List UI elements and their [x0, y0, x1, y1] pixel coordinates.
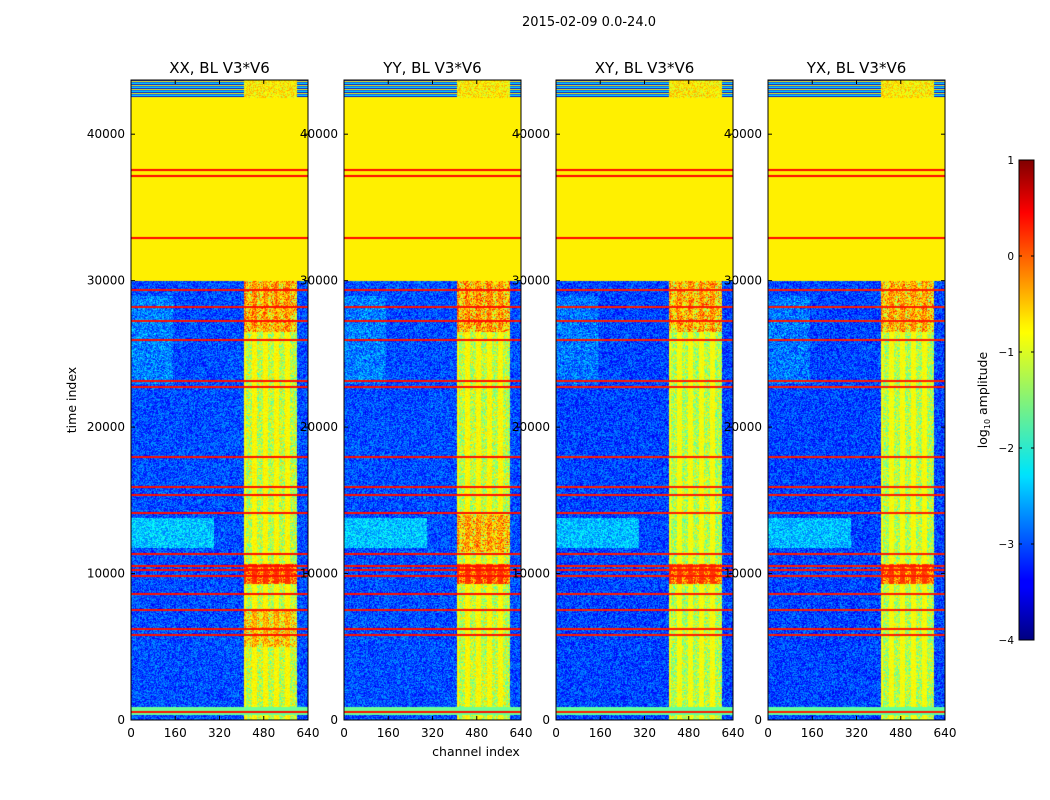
x-tick-label: 480 [252, 726, 275, 740]
panel-title-yx: YX, BL V3*V6 [806, 59, 907, 77]
y-tick-label: 0 [117, 713, 125, 727]
x-tick-label: 320 [421, 726, 444, 740]
y-tick-label: 30000 [512, 274, 550, 288]
colorbar-tick-label: 1 [1007, 155, 1014, 167]
figure-suptitle: 2015-02-09 0.0-24.0 [522, 15, 656, 30]
colorbar-ticks: 1 0 −1 −2 −3 −4 [999, 155, 1034, 647]
colorbar-label-main: log [975, 429, 990, 448]
panel-title-xx: XX, BL V3*V6 [169, 59, 270, 77]
colorbar-tick-label: 0 [1007, 251, 1014, 263]
x-tick-label: 0 [340, 726, 348, 740]
panel-title-yy: YY, BL V3*V6 [382, 59, 481, 77]
y-tick-label: 40000 [724, 127, 762, 141]
x-tick-label: 320 [208, 726, 231, 740]
colorbar-label-rest: amplitude [975, 351, 990, 418]
colorbar: 10−1−2−3−4 log10 amplitude [975, 155, 1035, 647]
y-tick-label: 20000 [87, 420, 125, 434]
panels-group: XX, BL V3*V6 0 160 320 480 640 0 10000 20000 3000… [87, 59, 957, 740]
y-axis-label: time index [64, 367, 79, 433]
x-tick-label: 320 [845, 726, 868, 740]
y-tick-label: 30000 [300, 274, 338, 288]
y-tick-label: 40000 [300, 127, 338, 141]
y-tick-label: 30000 [724, 274, 762, 288]
x-tick-label: 480 [465, 726, 488, 740]
x-tick-label: 160 [589, 726, 612, 740]
colorbar-tick-label: −2 [999, 443, 1014, 455]
panel-xx: XX, BL V3*V6 0 160 320 480 640 0 10000 20000 3000… [87, 59, 320, 740]
x-tick-label: 160 [801, 726, 824, 740]
colorbar-tick-label: −1 [999, 347, 1014, 359]
y-tick-label: 0 [754, 713, 762, 727]
x-tick-label: 640 [510, 726, 533, 740]
colorbar-tick-label: −3 [999, 539, 1014, 551]
y-tick-label: 30000 [87, 274, 125, 288]
y-tick-label: 40000 [512, 127, 550, 141]
y-tick-label: 0 [542, 713, 550, 727]
x-tick-label: 480 [677, 726, 700, 740]
x-tick-label: 0 [764, 726, 772, 740]
x-tick-label: 160 [164, 726, 187, 740]
colorbar-tick-label: −4 [999, 635, 1015, 647]
heatmap-image-xx [131, 80, 308, 720]
y-tick-label: 0 [330, 713, 338, 727]
x-tick-label: 640 [297, 726, 320, 740]
x-tick-label: 320 [633, 726, 656, 740]
colorbar-label-subscript: 10 [983, 419, 992, 429]
heatmap-image-yx [768, 80, 945, 720]
panel-xy: XY, BL V3*V6 0 160 320 480 640 0 10000 20000 3000… [512, 59, 745, 740]
panel-yx: YX, BL V3*V6 0 160 320 480 640 0 10000 20000 3000… [724, 59, 957, 740]
x-tick-label: 160 [377, 726, 400, 740]
y-tick-label: 40000 [87, 127, 125, 141]
x-axis-label: channel index [432, 744, 520, 759]
x-tick-label: 480 [889, 726, 912, 740]
x-tick-label: 640 [722, 726, 745, 740]
colorbar-label: log10 amplitude [975, 351, 992, 448]
heatmap-image-xy [556, 80, 733, 720]
y-tick-label: 20000 [512, 420, 550, 434]
y-tick-label: 10000 [512, 567, 550, 581]
y-tick-label: 10000 [724, 567, 762, 581]
x-tick-label: 640 [934, 726, 957, 740]
y-tick-label: 10000 [87, 567, 125, 581]
panel-title-xy: XY, BL V3*V6 [595, 59, 695, 77]
heatmap-image-yy [344, 80, 521, 720]
x-tick-label: 0 [127, 726, 135, 740]
x-tick-label: 0 [552, 726, 560, 740]
colorbar-gradient [1018, 159, 1035, 641]
panel-yy: YY, BL V3*V6 0 160 320 480 640 0 10000 20000 3000… [300, 59, 533, 740]
y-tick-label: 10000 [300, 567, 338, 581]
y-tick-label: 20000 [724, 420, 762, 434]
y-tick-label: 20000 [300, 420, 338, 434]
